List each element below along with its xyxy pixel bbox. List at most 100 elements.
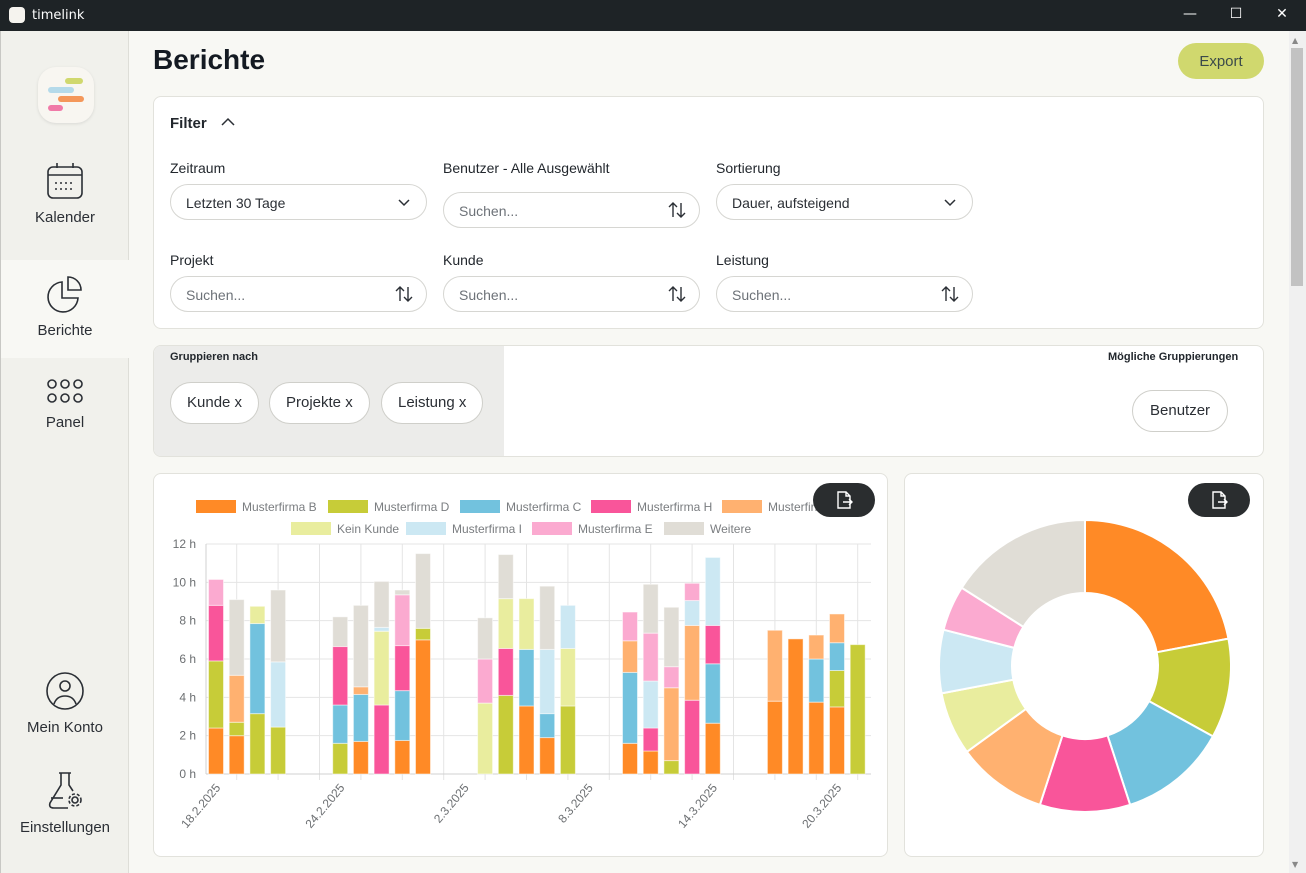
y-tick-label: 0 h [179,767,196,781]
bar-segment [228,721,245,737]
bar-segment [622,671,638,744]
benutzer-search-input[interactable]: Suchen... [443,192,700,228]
donut-slice [1084,518,1230,654]
sidebar-item-label: Einstellungen [19,819,111,836]
sortierung-value: Dauer, aufsteigend [732,195,850,211]
projekt-search-input[interactable]: Suchen... [170,276,427,312]
bar-segment [663,687,680,762]
window-title: timelink [32,8,85,23]
stacked-bar-chart: Musterfirma B Musterfirma D Musterfirma C M… [173,500,871,831]
bar-segment [415,553,431,629]
bar-segment [208,578,224,606]
bar-segment [270,661,287,728]
bar-segment [663,666,680,689]
scroll-up-icon[interactable]: ▲ [1292,36,1299,45]
sort-arrows-icon[interactable] [667,201,687,219]
bar-segment [622,742,638,775]
sortierung-select[interactable]: Dauer, aufsteigend [716,184,973,220]
bar-segment [415,639,431,775]
bar-segment [766,700,783,775]
bar-segment [394,690,411,741]
legend-label: Musterfirma E [578,522,653,536]
group-chip-kunde[interactable]: Kunde x [170,382,260,424]
placeholder: Suchen... [459,203,519,219]
scrollbar-thumb[interactable] [1291,48,1303,286]
zeitraum-label: Zeitraum [170,160,226,176]
y-tick-label: 10 h [173,575,196,589]
group-chip-projekte[interactable]: Projekte x [269,382,370,424]
bar-segment [539,737,556,775]
bar-segment [373,704,390,775]
export-button[interactable]: Export [1178,43,1264,79]
bar-chart-card: Musterfirma B Musterfirma D Musterfirma C M… [153,473,888,857]
zeitraum-select[interactable]: Letzten 30 Tage [170,184,427,220]
minimize-button[interactable]: — [1183,6,1197,22]
sort-arrows-icon[interactable] [667,285,687,303]
bar-segment [518,648,535,707]
bar-segment [559,604,576,649]
sidebar-item-einstellungen[interactable]: Einstellungen [1,771,129,869]
sidebar-item-label: Mein Konto [27,719,103,736]
sidebar-item-mein-konto[interactable]: Mein Konto [1,671,129,769]
bar-segment [394,589,411,596]
chevron-up-icon[interactable] [221,117,235,127]
bar-segment [270,589,287,663]
bar-segment [704,663,721,724]
y-tick-label: 12 h [173,537,196,551]
leistung-search-input[interactable]: Suchen... [716,276,973,312]
bar-segment [373,630,390,706]
bar-segment [539,713,556,739]
bar-segment [208,604,224,662]
bar-segment [539,585,556,650]
sidebar-item-kalender[interactable]: Kalender [1,161,129,259]
available-groupings-title: Mögliche Gruppierungen [1108,351,1239,363]
y-tick-label: 2 h [179,729,196,743]
bar-segment [829,642,845,671]
leistung-label: Leistung [716,252,769,268]
bar-segment [663,606,680,668]
placeholder: Suchen... [732,287,792,303]
legend-label: Musterfirma C [506,500,582,514]
chevron-down-icon [398,199,410,207]
bar-segment [477,702,494,775]
sort-arrows-icon[interactable] [394,285,414,303]
legend-label: Musterfirma I [452,522,522,536]
scroll-down-icon[interactable]: ▼ [1292,860,1299,869]
sidebar-item-panel[interactable]: Panel [1,376,129,474]
bar-segment [394,594,411,647]
sidebar-item-berichte[interactable]: Berichte [1,260,129,358]
download-chart-button[interactable] [1188,483,1250,517]
bar-segment [352,693,369,742]
bar-segment [352,604,369,688]
sidebar-item-label: Berichte [37,322,93,339]
y-tick-label: 4 h [179,690,196,704]
app-logo [38,67,94,123]
bar-segment [559,705,576,775]
title-bar: timelink — ☐ ✕ [0,0,1306,31]
group-chip-leistung[interactable]: Leistung x [381,382,484,424]
bar-segment [497,694,514,775]
download-chart-button[interactable] [813,483,875,517]
kunde-search-input[interactable]: Suchen... [443,276,700,312]
group-chip-benutzer[interactable]: Benutzer [1132,390,1229,432]
bar-segment [808,658,825,703]
bar-segment [622,640,638,673]
close-button[interactable]: ✕ [1276,6,1288,22]
legend-label: Musterfirma D [374,500,450,514]
legend-swatch [406,522,446,535]
bar-segment [373,626,390,632]
x-tick-label: 2.3.2025 [431,781,472,826]
bar-segment [249,713,266,775]
sort-arrows-icon[interactable] [940,285,960,303]
donut-slice [960,518,1086,629]
bar-segment [249,623,266,715]
bar-segment [704,556,721,626]
filter-title[interactable]: Filter [170,115,207,132]
legend-swatch [460,500,500,513]
placeholder: Suchen... [459,287,519,303]
bar-segment [394,645,411,692]
maximize-button[interactable]: ☐ [1229,6,1243,22]
bar-segment [332,742,349,775]
bar-segment [787,638,804,775]
legend-label: Musterfirma H [637,500,712,514]
